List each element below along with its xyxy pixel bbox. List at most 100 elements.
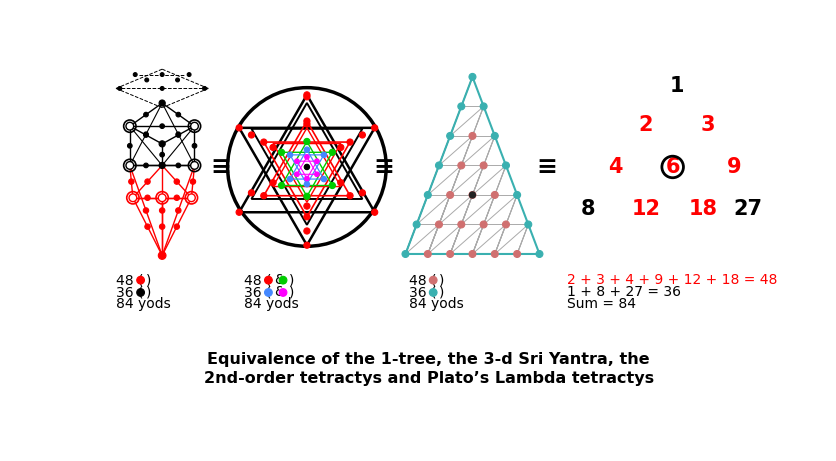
Text: Equivalence of the 1-tree, the 3-d Sri Yantra, the: Equivalence of the 1-tree, the 3-d Sri Y… (207, 352, 649, 367)
Text: 48 (: 48 ( (243, 273, 271, 287)
Circle shape (321, 152, 326, 158)
Text: 6: 6 (665, 157, 679, 177)
Circle shape (174, 195, 179, 201)
Text: 36 (: 36 ( (116, 285, 143, 300)
Text: ≡: ≡ (210, 155, 231, 179)
Circle shape (303, 214, 309, 220)
Circle shape (248, 190, 254, 196)
Text: 36 (: 36 ( (243, 285, 271, 300)
Circle shape (480, 221, 487, 228)
Circle shape (457, 162, 464, 169)
Circle shape (303, 138, 309, 145)
Circle shape (491, 191, 497, 198)
Circle shape (359, 132, 365, 138)
Circle shape (329, 149, 335, 155)
Circle shape (287, 152, 293, 158)
Text: 48 (: 48 ( (408, 273, 436, 287)
Circle shape (314, 159, 319, 164)
Text: 4: 4 (607, 157, 621, 177)
Text: ): ) (438, 285, 443, 300)
Text: ≡: ≡ (536, 155, 557, 179)
Circle shape (145, 224, 150, 229)
Circle shape (136, 289, 145, 296)
Circle shape (176, 78, 179, 82)
Text: ): ) (288, 273, 293, 287)
Circle shape (191, 122, 198, 130)
Text: 2 + 3 + 4 + 9 + 12 + 18 = 48: 2 + 3 + 4 + 9 + 12 + 18 = 48 (567, 273, 777, 287)
Text: 12: 12 (630, 199, 660, 219)
Circle shape (160, 224, 165, 229)
Circle shape (125, 161, 134, 169)
Circle shape (144, 132, 148, 136)
Circle shape (321, 177, 326, 182)
Text: 27: 27 (732, 199, 762, 219)
Circle shape (347, 193, 353, 199)
Circle shape (314, 172, 319, 177)
Circle shape (176, 112, 181, 117)
Circle shape (260, 139, 267, 145)
Circle shape (435, 162, 442, 169)
Circle shape (270, 180, 276, 186)
Circle shape (303, 147, 309, 153)
Circle shape (371, 209, 377, 215)
Circle shape (294, 159, 298, 164)
Circle shape (435, 221, 442, 228)
Circle shape (446, 250, 453, 257)
Circle shape (174, 224, 179, 229)
Circle shape (236, 209, 242, 215)
Circle shape (176, 163, 181, 168)
Text: 84 yods: 84 yods (408, 297, 463, 311)
Circle shape (359, 190, 365, 196)
Text: 18: 18 (688, 199, 717, 219)
Circle shape (446, 132, 453, 139)
Circle shape (176, 132, 181, 136)
Circle shape (160, 87, 164, 90)
Circle shape (303, 92, 309, 98)
Text: 8: 8 (580, 199, 594, 219)
Circle shape (303, 121, 309, 127)
Circle shape (191, 161, 198, 169)
Circle shape (304, 154, 308, 159)
Circle shape (278, 183, 284, 189)
Circle shape (513, 250, 520, 257)
Circle shape (160, 163, 164, 168)
Circle shape (144, 133, 148, 137)
Circle shape (160, 73, 164, 77)
Circle shape (159, 162, 165, 169)
Circle shape (401, 250, 409, 257)
Circle shape (144, 163, 148, 168)
Circle shape (535, 250, 543, 257)
Text: &: & (273, 273, 284, 287)
Circle shape (502, 221, 509, 228)
Text: 36 (: 36 ( (408, 285, 436, 300)
Circle shape (270, 144, 276, 150)
Circle shape (158, 194, 166, 201)
Circle shape (159, 141, 165, 147)
Circle shape (429, 276, 436, 284)
Circle shape (160, 208, 165, 213)
Circle shape (303, 94, 309, 100)
Circle shape (236, 125, 242, 131)
Circle shape (264, 289, 272, 296)
Text: 84 yods: 84 yods (243, 297, 298, 311)
Text: 84 yods: 84 yods (116, 297, 171, 311)
Circle shape (303, 193, 309, 200)
Text: 3: 3 (699, 115, 714, 135)
Circle shape (294, 172, 298, 177)
Circle shape (480, 162, 487, 169)
Circle shape (337, 180, 344, 186)
Circle shape (524, 221, 531, 228)
Text: ≡: ≡ (373, 155, 394, 179)
Circle shape (129, 194, 136, 201)
Circle shape (160, 152, 164, 157)
Circle shape (468, 132, 476, 139)
Circle shape (174, 179, 179, 184)
Circle shape (192, 143, 196, 148)
Circle shape (127, 143, 132, 148)
Circle shape (424, 250, 431, 257)
Circle shape (202, 87, 206, 90)
Circle shape (158, 252, 166, 260)
Circle shape (187, 73, 191, 77)
Circle shape (513, 191, 520, 198)
Circle shape (469, 192, 475, 198)
